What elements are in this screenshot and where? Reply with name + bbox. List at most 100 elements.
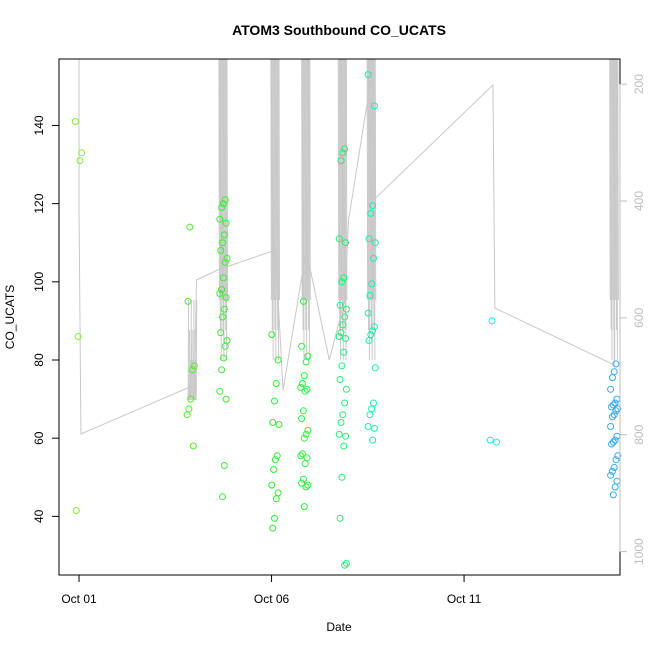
data-point [614, 452, 622, 460]
profile-line [615, 59, 618, 331]
y-tick-label: 140 [32, 115, 46, 135]
data-point [221, 342, 229, 350]
data-point [365, 235, 373, 243]
data-point [299, 297, 307, 305]
profile-line [275, 59, 278, 301]
data-point [302, 483, 310, 491]
data-point [608, 403, 615, 411]
data-point [607, 423, 615, 430]
data-point [337, 329, 345, 337]
profile-line [338, 59, 341, 331]
y-tick-label: 100 [32, 271, 46, 291]
profile-line [611, 59, 613, 361]
data-point [216, 215, 224, 223]
data-point [299, 450, 306, 458]
data-point [337, 157, 345, 165]
data-point [269, 524, 277, 532]
right-tick-label: 200 [632, 74, 646, 94]
data-point [219, 274, 227, 282]
profile-line [613, 59, 616, 361]
data-point [364, 71, 372, 79]
profile-line [193, 329, 196, 401]
data-point [223, 254, 231, 262]
data-point [612, 360, 620, 368]
profile-line [371, 59, 373, 361]
data-point [300, 372, 308, 380]
data-point [341, 561, 349, 569]
data-point [609, 491, 617, 499]
profile-line [305, 59, 308, 361]
data-point [299, 407, 307, 415]
data-point [303, 385, 311, 393]
data-point [218, 286, 226, 294]
data-point [271, 397, 278, 405]
data-point [342, 305, 350, 313]
data-point [72, 507, 80, 514]
data-point [338, 473, 346, 481]
chart-title: ATOM3 Southbound CO_UCATS [232, 22, 446, 38]
data-point [218, 366, 226, 374]
profile-line [369, 59, 371, 301]
data-point [271, 456, 279, 464]
data-point [610, 411, 618, 419]
data-point [222, 219, 230, 227]
profile-line [367, 59, 370, 331]
data-point [189, 442, 197, 450]
profile-line [192, 359, 194, 401]
profile-line [344, 59, 346, 331]
profile-line [368, 59, 370, 361]
profile-line [304, 59, 307, 331]
data-point [304, 481, 312, 489]
data-point [371, 239, 379, 247]
data-point [339, 411, 347, 419]
profile-line [341, 59, 343, 331]
data-point [366, 292, 374, 299]
data-point [611, 436, 619, 444]
data-point [342, 239, 349, 247]
x-tick-label: Oct 01 [61, 592, 97, 606]
profile-line [345, 59, 348, 301]
profile-line [276, 59, 279, 331]
flight-track-lines [78, 59, 619, 435]
profile-line [218, 59, 220, 301]
profile-line [303, 59, 306, 301]
data-point [342, 432, 349, 440]
data-point [220, 231, 228, 239]
y-tick-label: 120 [32, 193, 46, 213]
profile-line [302, 59, 305, 361]
profile-line [302, 59, 304, 331]
profile-line [306, 59, 309, 301]
data-point [221, 258, 229, 266]
data-point [218, 204, 226, 211]
profile-line [225, 59, 228, 361]
data-point [74, 333, 82, 340]
y-axis-label: CO_UCATS [3, 285, 17, 349]
data-point [336, 301, 344, 309]
data-point [338, 362, 346, 370]
y-tick-label: 40 [32, 509, 46, 523]
data-point [607, 385, 615, 393]
profile-line [223, 59, 226, 301]
profile-line [277, 59, 280, 361]
data-point [219, 313, 226, 321]
data-point [220, 305, 228, 313]
profile-line [617, 59, 619, 301]
data-point [608, 440, 615, 448]
data-point [341, 145, 349, 153]
data-point [610, 464, 618, 471]
data-point [299, 380, 306, 387]
data-point [369, 436, 377, 444]
data-point [364, 423, 372, 430]
data-point [185, 405, 193, 413]
data-point [297, 452, 305, 460]
data-point [298, 342, 306, 350]
data-point [71, 118, 79, 125]
data-point [370, 399, 377, 407]
profile-line [301, 59, 303, 301]
data-point [336, 514, 344, 522]
data-point [341, 313, 349, 321]
profile-line [221, 59, 223, 301]
profile-line [614, 59, 617, 301]
data-point [364, 309, 372, 317]
profile-line [270, 59, 272, 301]
